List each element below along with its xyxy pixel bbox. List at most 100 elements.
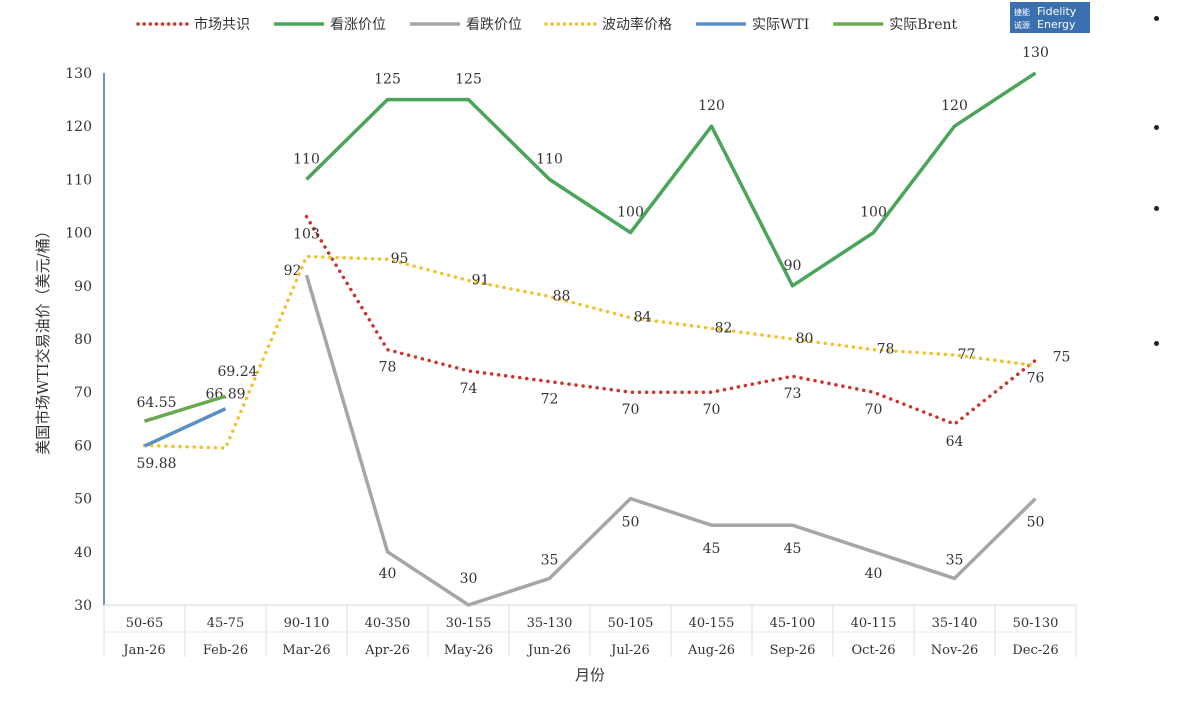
y-tick-label: 70 bbox=[74, 385, 92, 401]
data-label: 120 bbox=[698, 98, 725, 114]
y-tick-label: 100 bbox=[65, 226, 92, 242]
data-label: 70 bbox=[703, 402, 721, 418]
legend-label: 实际WTI bbox=[752, 17, 809, 33]
x-range-label: 35-140 bbox=[932, 616, 978, 631]
data-label: 90 bbox=[784, 258, 802, 274]
logo-en: Fidelity bbox=[1037, 5, 1077, 18]
logo bbox=[1010, 2, 1090, 33]
y-tick-label: 130 bbox=[65, 66, 92, 82]
data-label: 100 bbox=[617, 205, 644, 221]
x-range-label: 50-105 bbox=[608, 616, 654, 631]
legend-label: 市场共识 bbox=[194, 16, 250, 33]
data-label: 59.88 bbox=[136, 456, 176, 472]
data-label: 95 bbox=[391, 251, 409, 267]
legend-label: 看跌价位 bbox=[466, 17, 522, 33]
series-line-1 bbox=[305, 71, 1037, 288]
x-range-label: 45-75 bbox=[207, 616, 244, 631]
bullet bbox=[1154, 206, 1159, 211]
x-tick-label: Jan-26 bbox=[121, 643, 165, 658]
x-range-label: 45-100 bbox=[770, 616, 816, 631]
x-tick-label: May-26 bbox=[444, 643, 493, 658]
data-label: 69.24 bbox=[217, 364, 257, 380]
data-label: 80 bbox=[796, 331, 814, 347]
data-label: 70 bbox=[622, 402, 640, 418]
x-tick-label: Jul-26 bbox=[609, 643, 650, 658]
data-label: 110 bbox=[293, 151, 320, 167]
data-label: 103 bbox=[293, 227, 320, 243]
series-line-0 bbox=[304, 214, 1038, 426]
data-label: 64.55 bbox=[136, 395, 176, 411]
y-tick-label: 40 bbox=[74, 545, 92, 561]
data-label: 78 bbox=[877, 342, 895, 358]
x-tick-label: Dec-26 bbox=[1012, 643, 1058, 658]
y-tick-label: 30 bbox=[74, 598, 92, 614]
data-label: 70 bbox=[865, 402, 883, 418]
x-range-label: 30-155 bbox=[446, 616, 492, 631]
x-tick-label: Feb-26 bbox=[203, 643, 248, 658]
x-tick-label: Sep-26 bbox=[770, 643, 816, 658]
data-label: 45 bbox=[703, 541, 721, 557]
legend-label: 看涨价位 bbox=[330, 17, 386, 33]
x-tick-label: Apr-26 bbox=[364, 643, 410, 658]
y-tick-label: 60 bbox=[74, 438, 92, 454]
data-label: 120 bbox=[941, 98, 968, 114]
data-label: 74 bbox=[460, 381, 478, 397]
x-tick-label: Aug-26 bbox=[687, 643, 735, 658]
y-tick-label: 90 bbox=[74, 279, 92, 295]
data-label: 35 bbox=[541, 552, 559, 568]
y-tick-label: 120 bbox=[65, 119, 92, 135]
data-label: 64 bbox=[946, 434, 964, 450]
x-tick-label: Jun-26 bbox=[526, 643, 571, 658]
data-label: 130 bbox=[1022, 45, 1049, 61]
x-range-label: 40-155 bbox=[689, 616, 735, 631]
bullet bbox=[1154, 125, 1159, 130]
data-label: 45 bbox=[784, 541, 802, 557]
data-label: 35 bbox=[946, 552, 964, 568]
x-range-label: 40-350 bbox=[365, 616, 411, 631]
logo-cn: 诚源 bbox=[1014, 20, 1030, 30]
legend-label: 实际Brent bbox=[889, 17, 957, 33]
data-label: 50 bbox=[622, 515, 640, 531]
data-label: 73 bbox=[784, 386, 802, 402]
x-tick-label: Mar-26 bbox=[282, 643, 330, 658]
data-label: 125 bbox=[374, 72, 401, 88]
data-label: 78 bbox=[379, 360, 397, 376]
logo-en: Energy bbox=[1037, 18, 1076, 31]
x-axis-title: 月份 bbox=[575, 666, 605, 684]
data-label: 30 bbox=[460, 571, 478, 587]
y-axis-title: 美国市场WTI交易油价（美元/桶） bbox=[34, 223, 52, 454]
bullet bbox=[1154, 16, 1159, 21]
series-line-4 bbox=[143, 407, 227, 448]
x-range-label: 40-115 bbox=[851, 616, 897, 631]
data-label: 75 bbox=[1053, 350, 1071, 366]
series-line-3 bbox=[142, 254, 1038, 450]
data-label: 88 bbox=[553, 288, 571, 304]
y-tick-label: 50 bbox=[74, 492, 92, 508]
data-label: 72 bbox=[541, 392, 559, 408]
data-label: 100 bbox=[860, 205, 887, 221]
data-label: 76 bbox=[1027, 370, 1045, 386]
data-label: 77 bbox=[958, 347, 976, 363]
data-label: 91 bbox=[472, 272, 490, 288]
data-label: 40 bbox=[865, 566, 883, 582]
y-tick-label: 110 bbox=[65, 172, 92, 188]
data-label: 125 bbox=[455, 72, 482, 88]
x-tick-label: Nov-26 bbox=[931, 643, 978, 658]
data-label: 110 bbox=[536, 151, 563, 167]
x-tick-label: Oct-26 bbox=[851, 643, 895, 658]
data-label: 50 bbox=[1027, 515, 1045, 531]
series-line-2 bbox=[304, 274, 1037, 607]
x-range-label: 50-65 bbox=[126, 616, 163, 631]
y-tick-label: 80 bbox=[74, 332, 92, 348]
series-line-5 bbox=[143, 394, 227, 423]
data-label: 82 bbox=[715, 320, 733, 336]
data-label: 40 bbox=[379, 566, 397, 582]
logo-cn: 捷能 bbox=[1014, 7, 1030, 17]
x-range-label: 90-110 bbox=[284, 616, 330, 631]
bullet bbox=[1154, 341, 1159, 346]
x-range-label: 50-130 bbox=[1013, 616, 1059, 631]
x-range-label: 35-130 bbox=[527, 616, 573, 631]
data-label: 92 bbox=[284, 263, 302, 279]
